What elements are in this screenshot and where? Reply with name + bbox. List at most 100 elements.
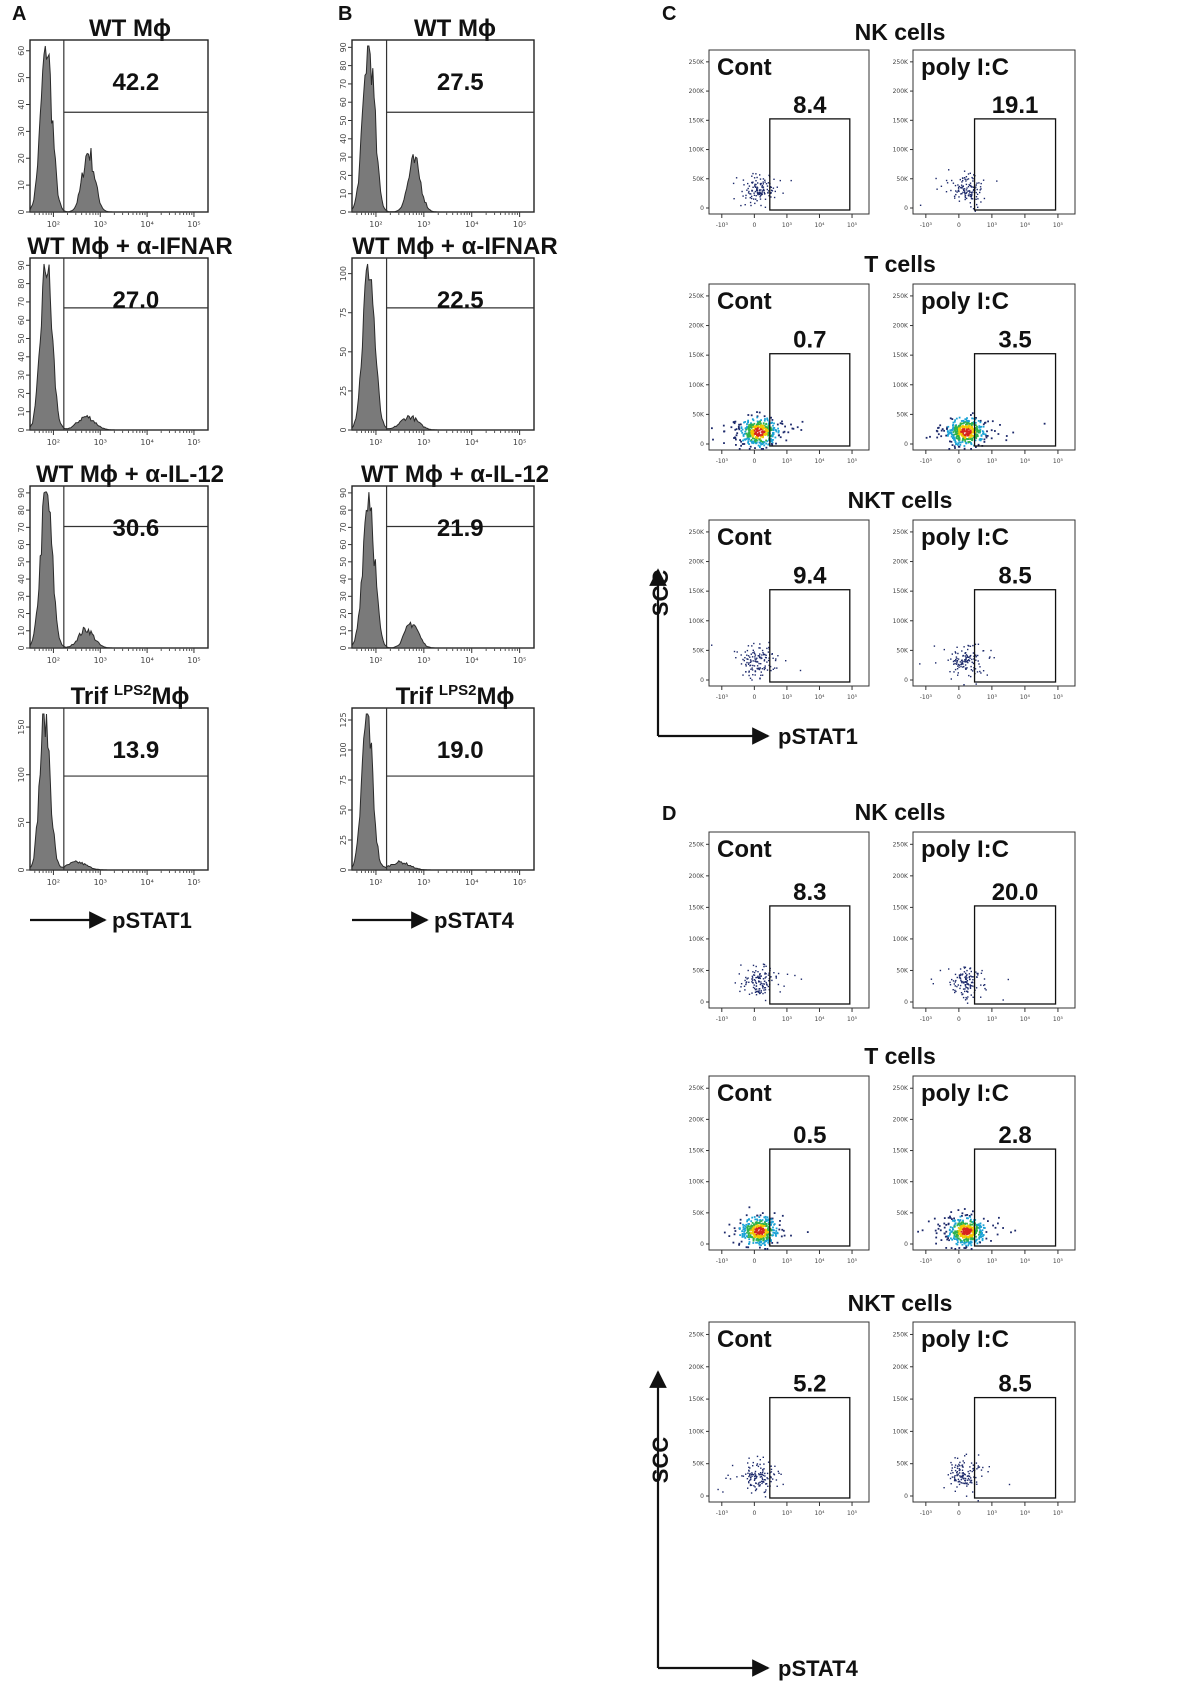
scatter-point xyxy=(964,985,967,987)
scatter-point xyxy=(751,1472,753,1474)
y-tick-label: 80 xyxy=(339,61,348,71)
histogram-title: WT Mϕ + α-IL-12 xyxy=(36,461,224,488)
scatter-point xyxy=(959,1219,962,1222)
scatter-point xyxy=(977,974,979,976)
scatter-point xyxy=(954,1466,956,1468)
scatter-point xyxy=(972,670,974,672)
scatter-point xyxy=(764,1233,767,1236)
scatter-point xyxy=(752,1242,755,1244)
scatter-point xyxy=(754,183,756,186)
scatter-point xyxy=(971,1234,974,1236)
scatter-point xyxy=(765,428,767,431)
scatter-point xyxy=(759,192,762,194)
scatter-point xyxy=(950,1211,953,1213)
x-tick-label: 10⁵ xyxy=(1053,222,1064,229)
scatter-point xyxy=(770,1218,773,1221)
scatter-point xyxy=(741,1475,743,1477)
scatter-point xyxy=(762,963,765,965)
x-tick-label: 10⁵ xyxy=(513,220,526,229)
scatter-point xyxy=(946,426,948,429)
scatter-point xyxy=(951,1467,953,1469)
scatter-point xyxy=(958,1232,960,1235)
scatter-point xyxy=(952,660,955,663)
histogram-frame xyxy=(29,707,209,871)
x-tick-label: 10² xyxy=(47,220,60,229)
scatter-point xyxy=(950,435,953,438)
scatter-point xyxy=(753,642,755,645)
condition-label: poly I:C xyxy=(921,1080,1009,1107)
scatter-point xyxy=(770,1480,772,1483)
scatter-point xyxy=(983,438,986,441)
scatter-point xyxy=(760,656,762,659)
scatter-point xyxy=(762,983,764,985)
x-tick-label: 10³ xyxy=(94,438,107,447)
scatter-point xyxy=(974,418,977,421)
scatter-point xyxy=(754,433,757,435)
scatter-point xyxy=(960,665,962,668)
scatter-point xyxy=(947,1223,950,1226)
scatter-point xyxy=(966,423,968,426)
scatter-point xyxy=(757,444,760,447)
scatter-point xyxy=(994,1226,997,1229)
scatter-point xyxy=(763,983,766,985)
scatter-point xyxy=(956,985,958,988)
scatter-point xyxy=(738,1244,740,1246)
scatter-point xyxy=(758,655,760,657)
scatter-point xyxy=(766,669,769,671)
scatter-point xyxy=(977,429,979,432)
scatter-point xyxy=(772,433,774,436)
scatter-point xyxy=(954,1457,956,1459)
scatter-point xyxy=(754,185,756,187)
histogram-curve xyxy=(29,45,208,213)
scatter-point xyxy=(755,1222,758,1225)
scatter-point xyxy=(765,1240,768,1243)
scatter-point xyxy=(767,424,770,427)
scatter-point xyxy=(774,190,776,193)
y-tick-label: 100K xyxy=(893,936,909,943)
scatter-point xyxy=(758,434,761,437)
y-tick-label: 0 xyxy=(700,1241,704,1248)
scatter-point xyxy=(751,1222,754,1224)
scatter-point xyxy=(746,1478,749,1480)
scatter-point xyxy=(966,191,968,194)
scatter-point xyxy=(957,188,960,190)
scatter-point xyxy=(967,173,970,175)
scatter-point xyxy=(764,991,766,994)
scatter-point xyxy=(953,663,955,665)
scatter-point xyxy=(766,428,769,431)
scatter-point xyxy=(759,183,762,185)
scatter-point xyxy=(964,418,967,421)
scatter-point xyxy=(968,1215,971,1217)
scatter-point xyxy=(979,666,981,668)
scatter-point xyxy=(971,981,974,984)
scatter-point xyxy=(970,414,972,416)
scatter-point xyxy=(943,1222,946,1225)
scatter-point xyxy=(969,195,972,198)
scatter-point xyxy=(760,1220,763,1222)
scatter-point xyxy=(748,1470,750,1472)
scatter-point xyxy=(760,194,762,197)
scatter-point xyxy=(968,195,970,197)
scatter-point xyxy=(975,1232,977,1234)
scatter-point xyxy=(762,188,765,190)
scatter-point xyxy=(961,1469,964,1471)
scatter-point xyxy=(761,193,763,195)
scatter-point xyxy=(967,441,970,443)
scatter-point xyxy=(751,667,753,669)
scatter-point xyxy=(944,1235,947,1238)
scatter-point xyxy=(960,423,962,425)
scatter-point xyxy=(761,668,764,670)
scatter-point xyxy=(748,1218,750,1220)
scatter-point xyxy=(757,182,759,184)
scatter-point xyxy=(954,425,957,427)
scatter-point xyxy=(799,669,802,672)
scatter-point xyxy=(965,176,968,178)
scatter-point xyxy=(749,1467,751,1469)
scatter-point xyxy=(778,434,780,437)
scatter-point xyxy=(977,972,979,975)
scatter-point xyxy=(967,996,969,998)
